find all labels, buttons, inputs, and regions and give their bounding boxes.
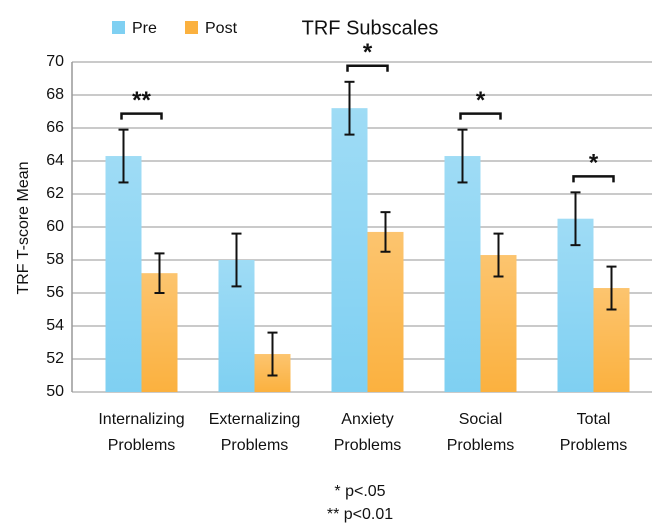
y-axis-label: TRF T-score Mean <box>15 161 32 294</box>
significance-label: * <box>363 39 373 66</box>
y-tick-label: 58 <box>46 251 64 268</box>
error-bar <box>231 232 242 288</box>
error-bar <box>154 252 165 294</box>
error-bar <box>493 232 504 278</box>
y-tick-label: 60 <box>46 218 64 235</box>
x-tick-label: Social Problems <box>447 411 515 454</box>
error-bar <box>267 331 278 377</box>
y-tick-label: 52 <box>46 350 64 367</box>
legend-swatch <box>112 21 125 34</box>
significance-bracket <box>572 175 615 183</box>
error-bar <box>570 191 581 247</box>
x-tick-label: Total Problems <box>560 411 628 454</box>
bar-sheen <box>480 255 517 392</box>
footnote: * p<.05 <box>334 483 385 500</box>
legend-swatch <box>185 21 198 34</box>
error-bar <box>118 128 129 184</box>
chart-title: TRF Subscales <box>302 17 439 39</box>
error-bar <box>606 265 617 311</box>
significance-bracket <box>459 112 502 120</box>
error-bar <box>457 128 468 184</box>
significance-label: * <box>589 150 599 177</box>
y-tick-label: 62 <box>46 185 64 202</box>
error-bar <box>344 80 355 136</box>
significance-bracket <box>346 64 389 72</box>
significance-bracket <box>120 112 163 120</box>
x-tick-label: Anxiety Problems <box>334 411 402 454</box>
bar-sheen <box>105 156 142 392</box>
y-tick-label: 68 <box>46 86 64 103</box>
y-tick-label: 64 <box>46 152 64 169</box>
bar-sheen <box>444 156 481 392</box>
legend-label: Post <box>205 20 238 37</box>
bar-sheen <box>557 218 594 392</box>
legend-label: Pre <box>132 20 157 37</box>
y-tick-label: 50 <box>46 383 64 400</box>
y-tick-label: 56 <box>46 284 64 301</box>
y-tick-label: 70 <box>46 53 64 70</box>
x-tick-label: Internalizing Problems <box>98 411 184 454</box>
bar-sheen <box>331 108 368 392</box>
bar-sheen <box>367 231 404 392</box>
significance-label: ** <box>132 87 151 114</box>
error-bar <box>380 211 391 253</box>
x-tick-label: Externalizing Problems <box>209 411 301 454</box>
y-tick-label: 66 <box>46 119 64 136</box>
y-tick-label: 54 <box>46 317 64 334</box>
footnote: ** p<0.01 <box>327 506 393 523</box>
significance-label: * <box>476 87 486 114</box>
